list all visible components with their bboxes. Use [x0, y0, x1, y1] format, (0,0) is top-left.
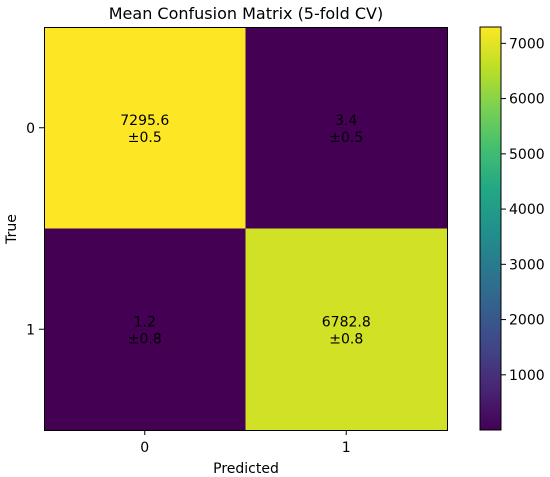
colorbar-tick-label-1000: 1000 — [509, 368, 545, 384]
colorbar-tick-label-4000: 4000 — [509, 202, 545, 218]
heatmap-cell-0-1 — [245, 27, 447, 229]
chart-title: Mean Confusion Matrix (5-fold CV) — [109, 4, 383, 23]
x-tick-label-1: 1 — [342, 440, 351, 456]
colorbar-tick-label-5000: 5000 — [509, 147, 545, 163]
x-tick-label-0: 0 — [140, 440, 149, 456]
plot-frame — [44, 27, 448, 431]
heatmap-cell-1-1 — [245, 228, 447, 430]
colorbar-gradient — [479, 26, 502, 431]
heatmap-cells — [44, 27, 447, 430]
colorbar-tick-label-3000: 3000 — [509, 257, 545, 273]
cell-value-label-0-0: 7295.6 — [120, 113, 169, 129]
cell-value-label-1-1: 6782.8 — [322, 314, 371, 330]
heatmap-cell-0-0 — [44, 27, 246, 229]
colorbar: 1000 2000 3000 4000 5000 6000 7000 — [479, 26, 545, 431]
cell-std-label-1-1: ±0.8 — [329, 331, 363, 347]
colorbar-tick-label-6000: 6000 — [509, 92, 545, 108]
colorbar-tick-label-2000: 2000 — [509, 313, 545, 329]
cell-std-label-1-0: ±0.8 — [128, 331, 162, 347]
cell-value-label-0-1: 3.4 — [335, 113, 357, 129]
cell-value-label-1-0: 1.2 — [134, 314, 156, 330]
y-axis: 01 — [26, 121, 44, 338]
y-axis-label: True — [4, 214, 20, 245]
colorbar-tick-label-7000: 7000 — [509, 36, 545, 52]
x-axis-label: Predicted — [213, 461, 279, 477]
y-tick-label-0: 0 — [26, 121, 35, 137]
cell-std-label-0-0: ±0.5 — [128, 130, 162, 146]
heatmap-cell-1-0 — [44, 228, 246, 430]
cell-std-label-0-1: ±0.5 — [329, 130, 363, 146]
y-tick-label-1: 1 — [26, 322, 35, 338]
colorbar-ticks: 1000 2000 3000 4000 5000 6000 7000 — [501, 36, 545, 384]
